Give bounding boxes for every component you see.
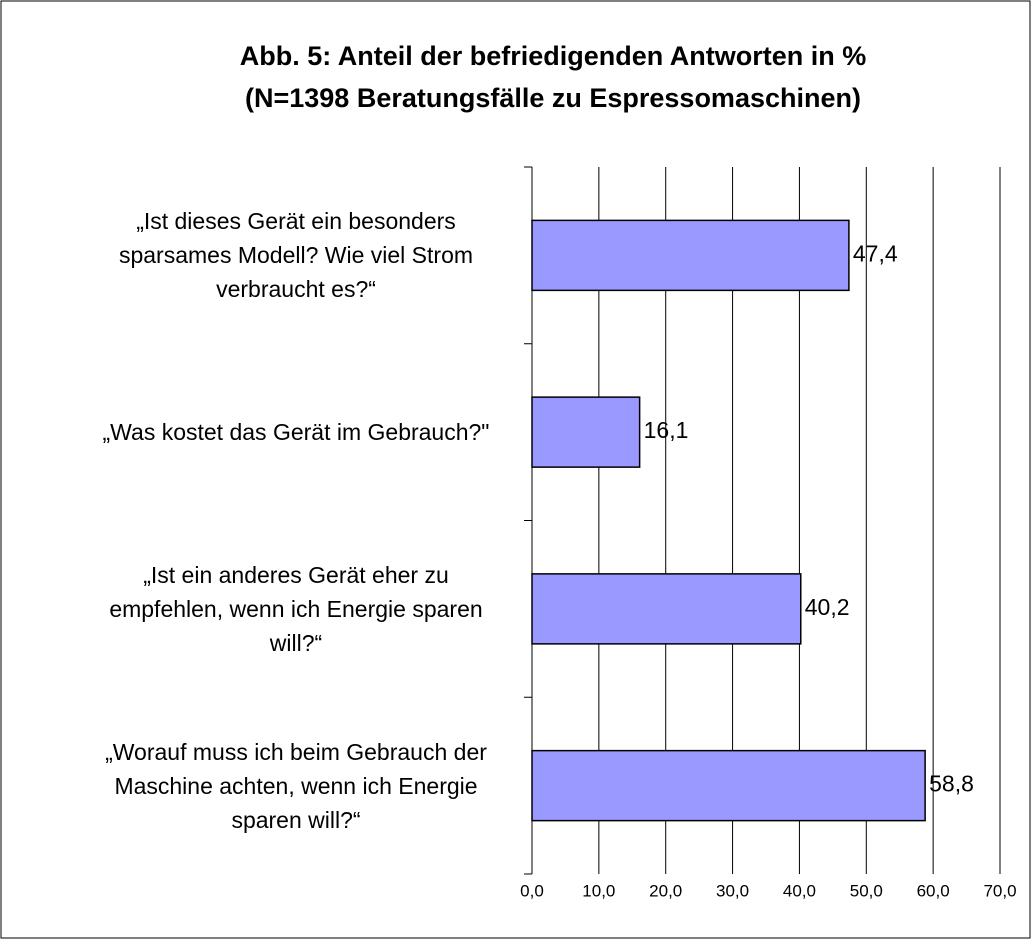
x-tick-label: 50,0 (850, 881, 883, 900)
x-tick-label: 20,0 (649, 881, 682, 900)
bar (531, 219, 850, 292)
value-label: 47,4 (853, 240, 898, 266)
y-tick-label: „Was kostet das Gerät im Gebrauch?" (102, 419, 490, 446)
x-tick-label: 30,0 (716, 881, 749, 900)
y-tick-label: „Worauf muss ich beim Gebrauch der Masch… (105, 738, 487, 833)
chart-subtitle: (N=1398 Beratungsfälle zu Espressomaschi… (245, 83, 861, 113)
y-tick-label: „Ist dieses Gerät ein besonders sparsame… (118, 208, 474, 303)
x-tick-label: 10,0 (582, 881, 615, 900)
value-label: 16,1 (644, 417, 689, 443)
bar (531, 396, 641, 468)
bar (531, 573, 802, 645)
x-tick-label: 0,0 (520, 881, 544, 900)
y-tick-label: „Ist ein anderes Gerät eher zu empfehlen… (109, 561, 483, 656)
bar (531, 749, 926, 822)
value-label: 58,8 (929, 771, 974, 797)
x-tick-label: 70,0 (983, 881, 1016, 900)
x-tick-label: 60,0 (917, 881, 950, 900)
value-label: 40,2 (805, 594, 850, 620)
x-tick-label: 40,0 (783, 881, 816, 900)
chart-title: Abb. 5: Anteil der befriedigenden Antwor… (240, 41, 867, 71)
